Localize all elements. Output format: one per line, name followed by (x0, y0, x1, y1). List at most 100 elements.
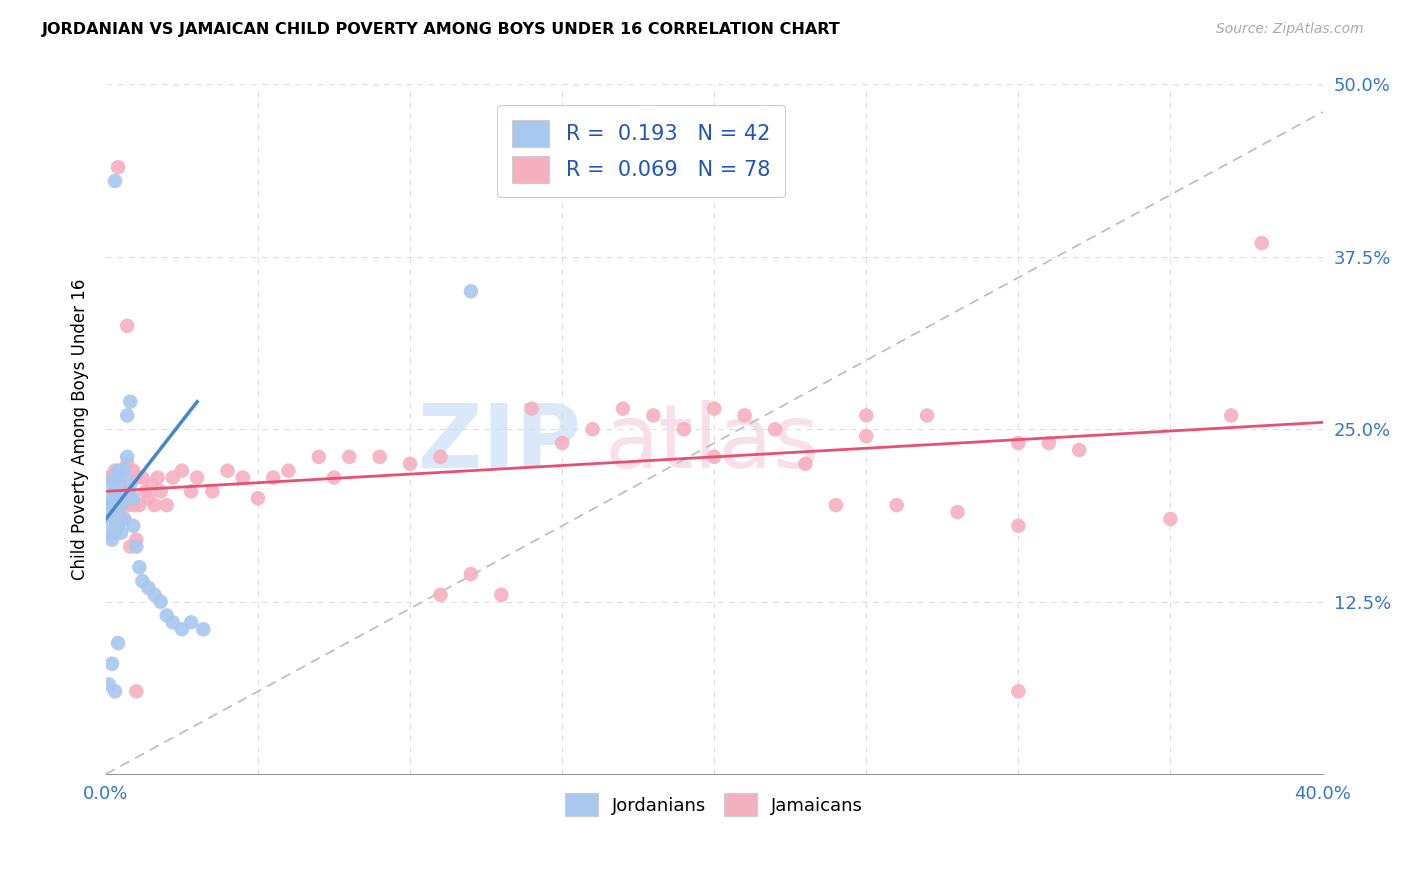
Point (170, 464, 193, 478)
Point (115, 457, 138, 471)
Point (104, 525, 127, 540)
Point (794, 457, 817, 471)
Point (141, 477, 163, 491)
Point (120, 540, 142, 554)
Point (97, 525, 120, 540)
Point (186, 470, 208, 484)
Point (107, 636, 129, 650)
Point (115, 450, 138, 464)
Point (246, 491, 269, 506)
Point (337, 450, 360, 464)
Text: Source: ZipAtlas.com: Source: ZipAtlas.com (1216, 22, 1364, 37)
Point (193, 622, 215, 636)
Point (101, 498, 124, 512)
Point (491, 588, 513, 602)
Point (104, 512, 127, 526)
Point (104, 484, 127, 499)
Point (1007, 684, 1029, 698)
Point (217, 464, 239, 478)
Text: JORDANIAN VS JAMAICAN CHILD POVERTY AMONG BOYS UNDER 16 CORRELATION CHART: JORDANIAN VS JAMAICAN CHILD POVERTY AMON… (42, 22, 841, 37)
Point (110, 525, 132, 540)
Point (125, 684, 148, 698)
Point (122, 498, 145, 512)
Point (855, 409, 877, 423)
Point (1038, 436, 1060, 450)
Point (149, 484, 172, 499)
Legend: Jordanians, Jamaicans: Jordanians, Jamaicans (558, 786, 870, 823)
Point (201, 484, 224, 499)
Point (170, 622, 193, 636)
Point (703, 450, 725, 464)
Point (612, 401, 634, 416)
Point (110, 512, 132, 526)
Point (146, 470, 169, 484)
Text: atlas: atlas (605, 400, 820, 486)
Point (125, 533, 148, 547)
Point (672, 422, 695, 436)
Point (734, 409, 756, 423)
Point (115, 498, 138, 512)
Point (120, 491, 142, 506)
Point (946, 505, 969, 519)
Point (107, 491, 129, 506)
Point (112, 484, 135, 499)
Point (97, 498, 120, 512)
Point (101, 657, 124, 671)
Point (131, 574, 153, 588)
Point (460, 285, 482, 299)
Point (97, 677, 120, 691)
Point (101, 477, 124, 491)
Point (915, 409, 938, 423)
Point (180, 484, 202, 499)
Point (429, 588, 451, 602)
Point (97, 512, 120, 526)
Point (1069, 442, 1091, 457)
Point (125, 540, 148, 554)
Point (122, 491, 145, 506)
Point (460, 567, 482, 582)
Point (107, 498, 129, 512)
Point (1220, 409, 1243, 423)
Point (143, 498, 166, 512)
Point (1250, 235, 1272, 250)
Point (104, 174, 127, 188)
Point (399, 457, 422, 471)
Point (162, 470, 184, 484)
Point (763, 422, 786, 436)
Point (1007, 436, 1029, 450)
Point (120, 477, 142, 491)
Point (115, 409, 138, 423)
Point (1159, 512, 1181, 526)
Point (101, 505, 124, 519)
Point (101, 491, 124, 506)
Point (104, 470, 127, 484)
Point (138, 491, 160, 506)
Point (107, 519, 129, 533)
Point (120, 394, 142, 409)
Point (104, 684, 127, 698)
Point (143, 588, 166, 602)
Point (112, 512, 135, 526)
Point (855, 429, 877, 443)
Point (277, 464, 299, 478)
Point (180, 615, 202, 630)
Point (107, 160, 129, 174)
Point (122, 464, 145, 478)
Point (101, 533, 124, 547)
Point (125, 470, 148, 484)
Point (149, 595, 172, 609)
Point (110, 484, 132, 499)
Point (97, 470, 120, 484)
Point (112, 512, 135, 526)
Point (886, 498, 908, 512)
Point (101, 470, 124, 484)
Point (232, 470, 254, 484)
Point (429, 450, 451, 464)
Point (112, 464, 135, 478)
Point (122, 519, 145, 533)
Point (104, 491, 127, 506)
Point (825, 498, 848, 512)
Point (156, 498, 179, 512)
Point (134, 484, 156, 499)
Point (162, 615, 184, 630)
